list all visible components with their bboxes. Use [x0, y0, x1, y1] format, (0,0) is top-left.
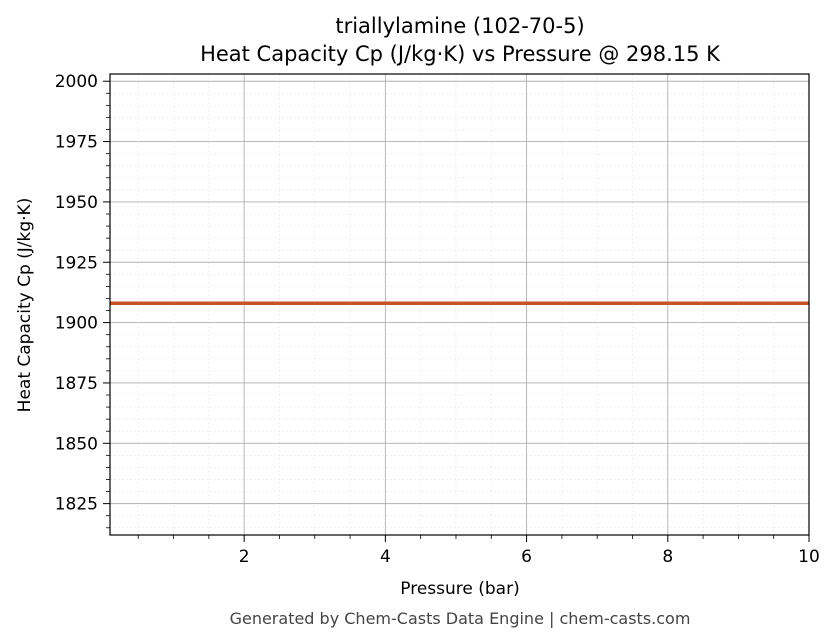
y-axis-label: Heat Capacity Cp (J/kg·K) — [15, 198, 35, 413]
x-tick-label: 6 — [521, 547, 532, 567]
x-tick-label: 2 — [239, 547, 250, 567]
y-tick-label: 1950 — [55, 193, 98, 213]
footer-credit: Generated by Chem-Casts Data Engine | ch… — [230, 609, 691, 628]
chart-title: triallylamine (102-70-5) — [335, 14, 584, 38]
x-axis-label: Pressure (bar) — [400, 579, 519, 599]
x-tick-label: 8 — [662, 547, 673, 567]
x-tick-label: 4 — [380, 547, 391, 567]
y-tick-label: 1875 — [55, 374, 98, 394]
y-tick-label: 1925 — [55, 253, 98, 273]
y-tick-labels: 1825 1850 1875 1900 1925 1950 1975 2000 — [55, 72, 98, 514]
plot-frame — [109, 73, 810, 536]
y-tick-label: 1900 — [55, 314, 98, 334]
y-tick-label: 1850 — [55, 434, 98, 454]
x-tick-label: 10 — [798, 547, 820, 567]
y-tick-label: 1825 — [55, 495, 98, 515]
x-tick-labels: 2 4 6 8 10 — [239, 547, 820, 567]
chart-subtitle: Heat Capacity Cp (J/kg·K) vs Pressure @ … — [200, 42, 721, 66]
minor-grid — [110, 74, 809, 535]
y-tick-label: 2000 — [55, 72, 98, 92]
axis-ticks — [103, 80, 810, 542]
y-tick-label: 1975 — [55, 133, 98, 153]
